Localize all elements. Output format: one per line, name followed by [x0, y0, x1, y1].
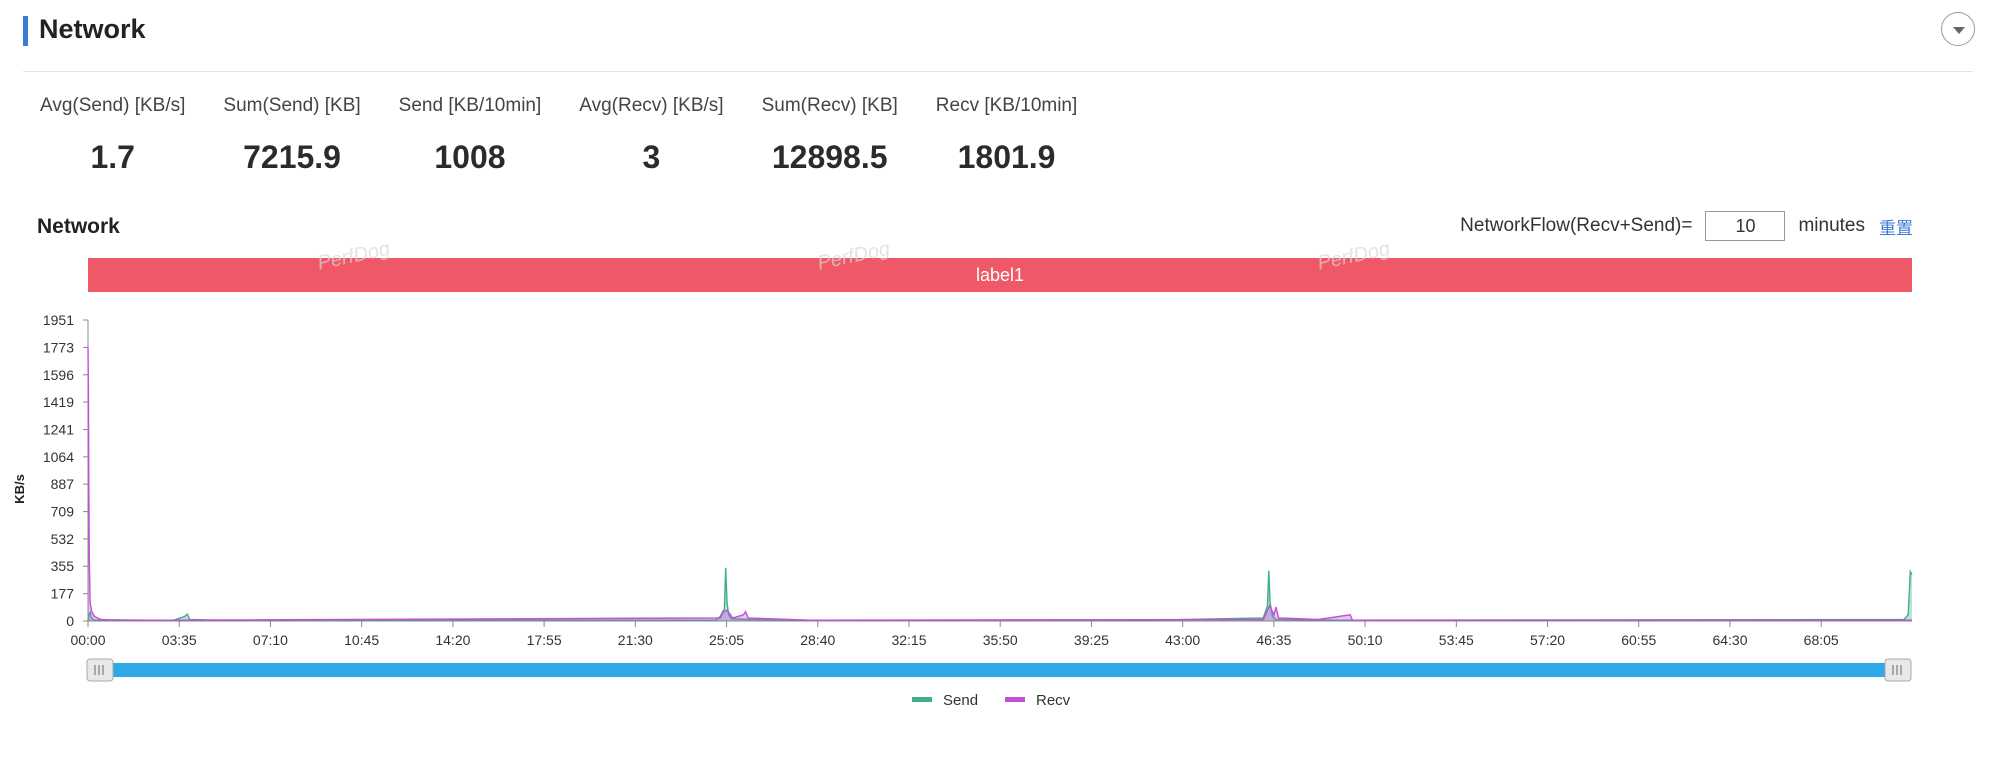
x-tick-label: 14:20	[435, 632, 470, 648]
legend-swatch-send	[912, 697, 932, 702]
series-line-send	[87, 567, 1913, 622]
y-tick-label: 1419	[43, 394, 74, 410]
x-tick-label: 46:35	[1256, 632, 1291, 648]
x-tick-label: 50:10	[1348, 632, 1383, 648]
x-tick-label: 60:55	[1621, 632, 1656, 648]
x-tick-label: 10:45	[344, 632, 379, 648]
chart-title: Network	[37, 215, 120, 238]
minutes-input[interactable]: 10	[1705, 211, 1786, 241]
section-title: Network	[39, 14, 146, 44]
stat-sum-send: Sum(Send) [KB] 7215.9	[223, 95, 360, 190]
stat-sum-recv: Sum(Recv) [KB] 12898.5	[762, 95, 898, 190]
y-tick-label: 177	[51, 586, 75, 602]
y-tick-label: 1064	[43, 449, 74, 465]
x-tick-label: 17:55	[527, 632, 562, 648]
y-tick-label: 1241	[43, 422, 74, 438]
zoom-handle-left[interactable]	[86, 658, 114, 682]
stat-avg-send: Avg(Send) [KB/s] 1.7	[40, 95, 185, 190]
series-area-recv	[88, 347, 1912, 621]
stat-label: Recv [KB/10min]	[935, 95, 1078, 116]
stat-value: 12898.5	[771, 139, 888, 175]
networkflow-control: NetworkFlow(Recv+Send)= 10 minutes 重置	[1460, 211, 1913, 241]
stat-avg-recv: Avg(Recv) [KB/s] 3	[579, 95, 723, 190]
networkflow-label: NetworkFlow(Recv+Send)=	[1460, 215, 1693, 236]
x-tick-label: 43:00	[1165, 632, 1200, 648]
y-tick-label: 532	[51, 531, 75, 547]
x-tick-label: 68:05	[1804, 632, 1839, 648]
stat-value: 7215.9	[243, 139, 341, 175]
y-tick-label: 887	[51, 476, 75, 492]
y-tick-label: 1596	[43, 367, 74, 383]
x-tick-label: 21:30	[618, 632, 653, 648]
stat-label: Avg(Recv) [KB/s]	[579, 95, 724, 116]
stat-label: Sum(Send) [KB]	[223, 95, 361, 116]
reset-link[interactable]: 重置	[1879, 218, 1913, 238]
chevron-down-icon	[1953, 27, 1965, 34]
stat-value: 1008	[434, 139, 506, 175]
x-tick-label: 32:15	[891, 632, 926, 648]
x-tick-label: 35:50	[983, 632, 1018, 648]
stat-value: 1.7	[90, 139, 135, 175]
zoom-handle-right[interactable]	[1884, 658, 1912, 682]
x-tick-label: 03:35	[162, 632, 197, 648]
collapse-button[interactable]	[1941, 12, 1975, 46]
x-tick-label: 53:45	[1439, 632, 1474, 648]
stat-label: Send [KB/10min]	[398, 95, 542, 116]
stat-label: Avg(Send) [KB/s]	[40, 95, 186, 116]
x-tick-label: 28:40	[800, 632, 835, 648]
series-area-send	[88, 567, 1912, 621]
stat-value: 1801.9	[957, 139, 1056, 175]
annotation-band	[88, 258, 1912, 292]
x-tick-label: 25:05	[709, 632, 744, 648]
y-axis-label: KB/s	[12, 474, 27, 504]
x-tick-label: 64:30	[1712, 632, 1747, 648]
x-tick-label: 57:20	[1530, 632, 1565, 648]
legend-label-recv[interactable]: Recv	[1036, 692, 1071, 709]
legend-swatch-recv	[1005, 697, 1025, 702]
zoom-slider-track[interactable]	[100, 663, 1898, 677]
series-line-recv	[87, 347, 1912, 621]
stat-recv-10min: Recv [KB/10min] 1801.9	[936, 95, 1078, 190]
annotation-band-label: label1	[976, 265, 1024, 285]
stat-label: Sum(Recv) [KB]	[761, 95, 898, 116]
y-tick-label: 355	[51, 558, 75, 574]
stat-value: 3	[642, 139, 661, 175]
x-tick-label: 39:25	[1074, 632, 1109, 648]
y-tick-label: 1773	[43, 339, 74, 355]
y-tick-label: 1951	[43, 312, 74, 328]
x-tick-label: 07:10	[253, 632, 288, 648]
accent-bar	[23, 16, 28, 46]
minutes-label: minutes	[1798, 215, 1865, 236]
y-tick-label: 709	[51, 504, 75, 520]
legend-label-send[interactable]: Send	[943, 692, 978, 709]
x-tick-label: 00:00	[70, 632, 105, 648]
section-header: Network	[23, 10, 1975, 72]
stat-send-10min: Send [KB/10min] 1008	[399, 95, 542, 190]
y-tick-label: 0	[66, 613, 74, 629]
stats-row: Avg(Send) [KB/s] 1.7 Sum(Send) [KB] 7215…	[40, 95, 1115, 190]
